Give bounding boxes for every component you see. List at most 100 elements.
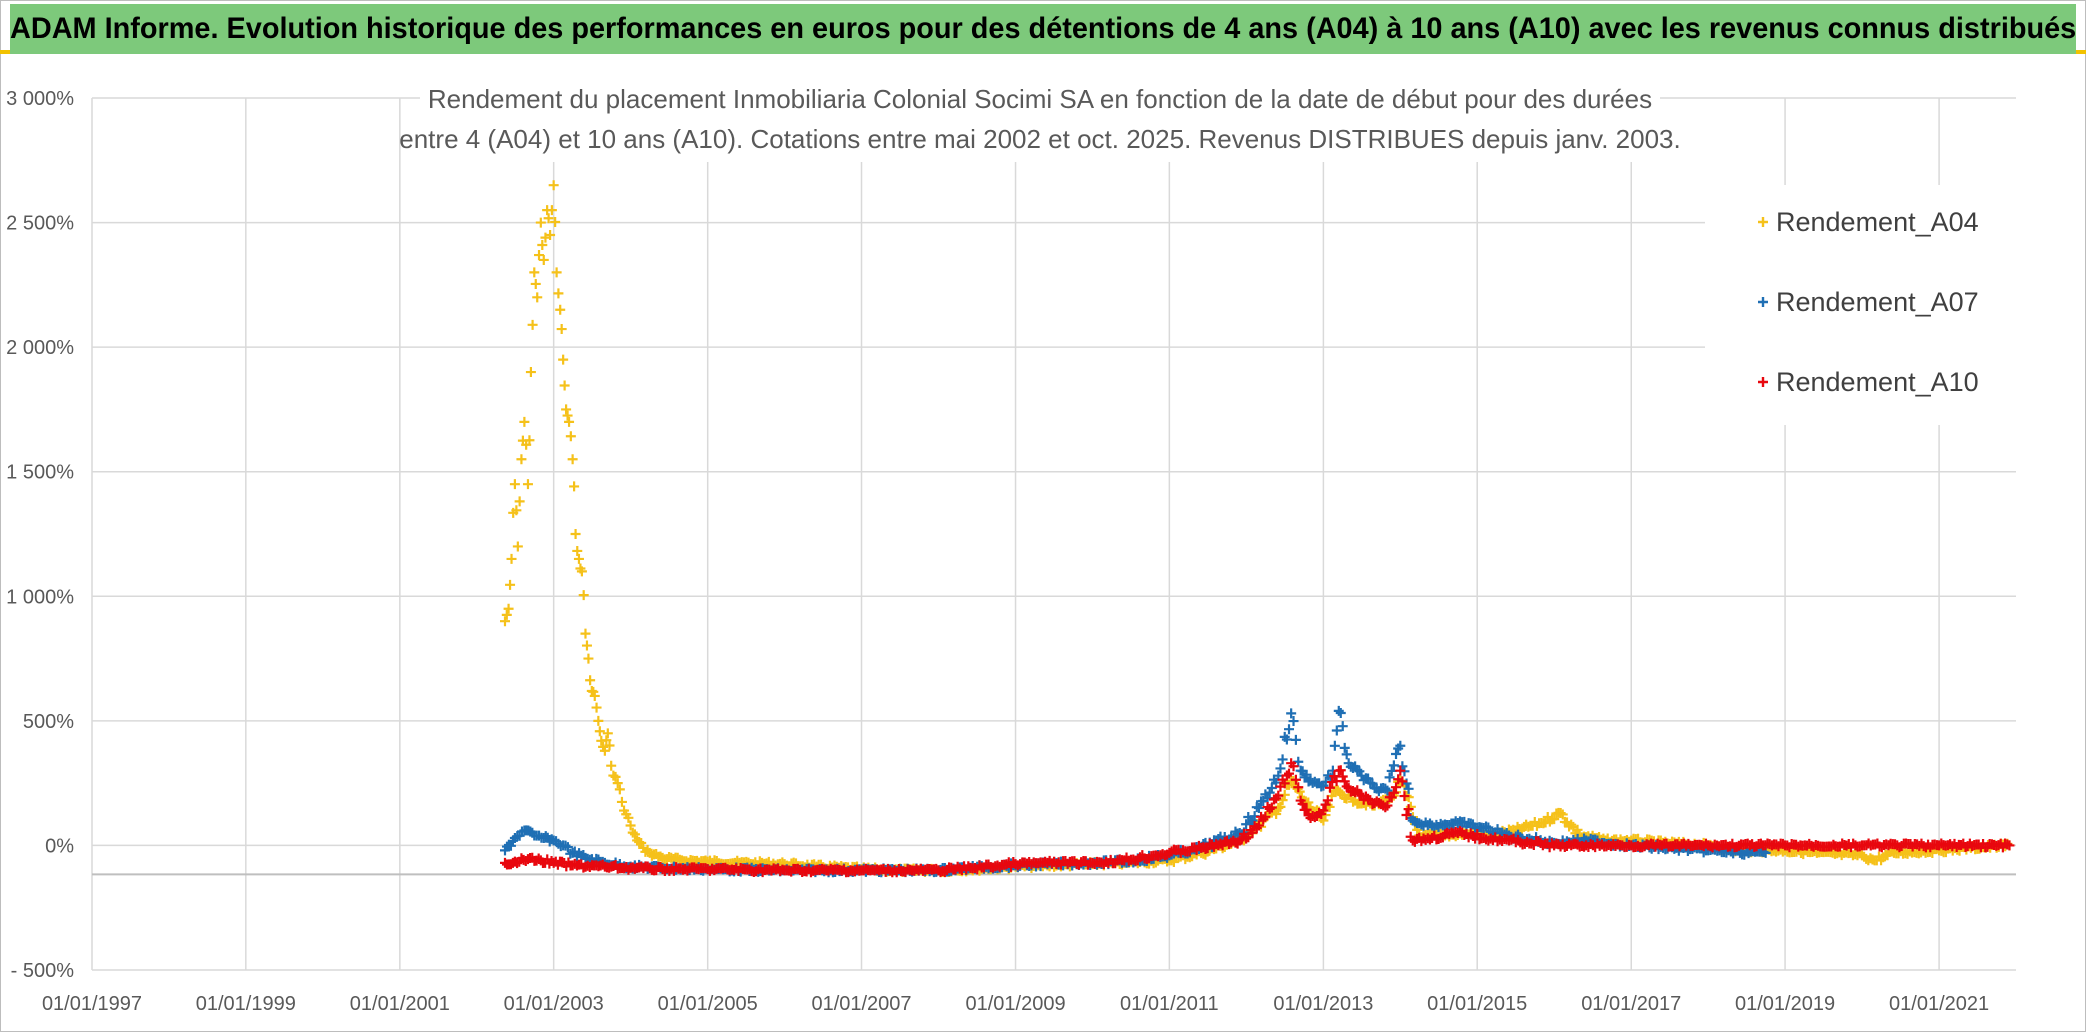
y-tick-label: - 500%: [11, 960, 75, 982]
data-point: [1341, 749, 1352, 760]
data-point: [1572, 824, 1583, 835]
data-point: [623, 812, 634, 823]
data-point: [1290, 774, 1301, 785]
data-point: [1337, 771, 1348, 782]
data-point: [1260, 811, 1271, 822]
data-point: [1288, 716, 1299, 727]
data-point: [505, 579, 516, 590]
x-tick-label: 01/01/2011: [1120, 993, 1219, 1015]
data-point: [1380, 802, 1391, 813]
data-point: [565, 431, 576, 442]
y-tick-label: 2 000%: [6, 337, 74, 359]
data-point: [1293, 756, 1304, 767]
chart-title-group: Rendement du placement Inmobiliaria Colo…: [399, 78, 1681, 162]
data-point: [1284, 724, 1295, 735]
data-point: [1566, 819, 1577, 830]
data-point: [1324, 782, 1335, 793]
data-point: [614, 784, 625, 795]
data-point: [1284, 768, 1295, 779]
data-point: [581, 640, 592, 651]
data-point: [578, 590, 589, 601]
x-tick-label: 01/01/2005: [658, 993, 758, 1015]
data-point: [591, 702, 602, 713]
data-point: [534, 250, 545, 261]
data-point: [503, 603, 514, 614]
data-point: [1557, 809, 1568, 820]
data-point: [1397, 776, 1408, 787]
y-tick-label: 500%: [23, 711, 74, 733]
y-tick-label: 3 000%: [6, 88, 74, 110]
data-point: [551, 267, 562, 278]
y-tick-label: 0%: [45, 835, 74, 857]
data-point: [1264, 787, 1275, 798]
data-point: [1290, 734, 1301, 745]
data-point: [594, 726, 605, 737]
data-point: [585, 675, 596, 686]
x-tick-label: 01/01/1999: [196, 993, 296, 1015]
x-tick-label: 01/01/2003: [504, 993, 604, 1015]
data-point: [540, 831, 551, 842]
legend-marker-icon: [1758, 377, 1768, 387]
data-point: [1380, 783, 1391, 794]
data-point: [625, 820, 636, 831]
data-point: [567, 454, 578, 465]
x-tick-label: 01/01/2007: [811, 993, 911, 1015]
plot-area: [499, 180, 2015, 878]
data-point: [1384, 772, 1395, 783]
data-point: [564, 416, 575, 427]
data-point: [514, 496, 525, 507]
data-point: [1401, 810, 1412, 821]
data-point: [553, 288, 564, 299]
corner-mark-left: [0, 50, 10, 54]
data-point: [1403, 804, 1414, 815]
data-point: [589, 690, 600, 701]
data-point: [1288, 761, 1299, 772]
legend: Rendement_A04 Rendement_A07 Rendement_A10: [1705, 185, 2017, 425]
data-point: [576, 566, 587, 577]
data-point: [559, 380, 570, 391]
data-point: [1303, 797, 1314, 808]
data-point: [1331, 725, 1342, 736]
data-point: [1335, 707, 1346, 718]
banner-title: ADAM Informe. Evolution historique des p…: [10, 4, 2076, 54]
y-tick-label: 2 500%: [6, 213, 74, 235]
data-point: [1262, 793, 1273, 804]
data-point: [1279, 778, 1290, 789]
data-point: [629, 829, 640, 840]
x-tick-label: 01/01/2001: [350, 993, 450, 1015]
data-point: [1382, 800, 1393, 811]
data-point: [519, 416, 530, 427]
data-point: [1367, 778, 1378, 789]
x-tick-label: 01/01/2019: [1735, 993, 1835, 1015]
corner-mark-right: [2076, 50, 2086, 54]
data-point: [1264, 803, 1275, 814]
data-point: [556, 324, 567, 335]
data-point: [524, 435, 535, 446]
data-point: [1388, 760, 1399, 771]
data-point: [599, 745, 610, 756]
data-point: [593, 715, 604, 726]
data-point: [1322, 795, 1333, 806]
legend-label: Rendement_A10: [1776, 367, 1979, 397]
data-point: [1293, 782, 1304, 793]
data-point: [505, 840, 516, 851]
x-tick-label: 01/01/2013: [1273, 993, 1373, 1015]
data-point: [522, 479, 533, 490]
data-point: [580, 628, 591, 639]
data-point: [558, 354, 569, 365]
data-point: [1253, 803, 1264, 814]
data-point: [1266, 783, 1277, 794]
legend-marker-icon: [1758, 217, 1768, 227]
data-point: [1391, 782, 1402, 793]
data-point: [555, 304, 566, 315]
data-point: [604, 740, 615, 751]
data-point: [572, 545, 583, 556]
series-Rendement_A10: [499, 758, 2015, 878]
data-point: [543, 213, 554, 224]
data-point: [1329, 740, 1340, 751]
data-point: [509, 479, 520, 490]
data-point: [1388, 787, 1399, 798]
title-backing: [420, 78, 1660, 162]
x-tick-label: 01/01/2021: [1889, 993, 1989, 1015]
data-point: [1253, 820, 1264, 831]
